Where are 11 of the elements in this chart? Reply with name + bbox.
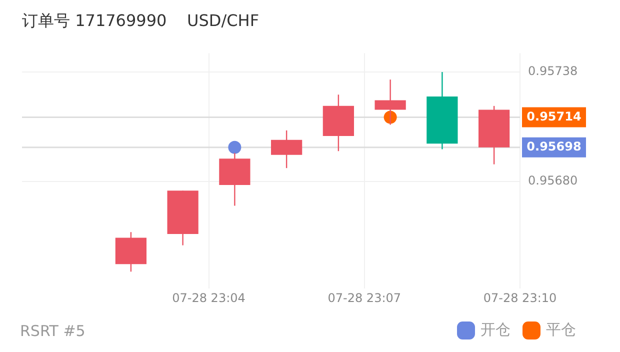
y-tick-label: 0.95738	[528, 64, 578, 78]
x-tick-label: 07-28 23:10	[483, 290, 557, 305]
ref-line-label: 0.95698	[526, 139, 582, 154]
text: RSRT #5	[20, 322, 86, 340]
chart-title: 订单号 171769990 USD/CHF	[22, 10, 260, 30]
ref-line-label: 0.95714	[526, 109, 582, 124]
x-tick-label: 07-28 23:04	[172, 290, 246, 305]
legend-label: 开仓	[480, 320, 510, 338]
legend-label: 平仓	[546, 320, 576, 338]
y-tick-label: 0.95680	[528, 173, 578, 188]
x-tick-label: 07-28 23:07	[328, 290, 402, 305]
